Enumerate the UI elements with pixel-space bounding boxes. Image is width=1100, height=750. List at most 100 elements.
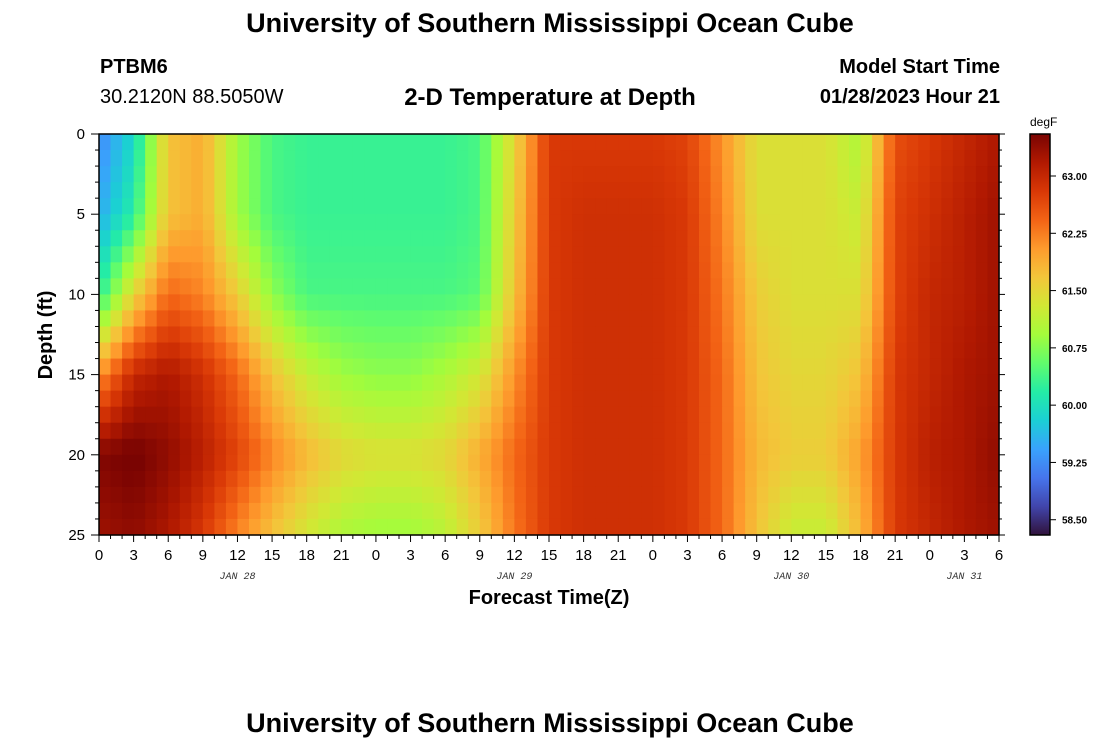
heatmap-cell bbox=[675, 166, 689, 183]
heatmap-cell bbox=[225, 406, 239, 424]
heatmap-cell bbox=[895, 134, 908, 151]
heatmap-cell bbox=[699, 406, 712, 424]
heatmap-cell bbox=[595, 486, 608, 504]
heatmap-cell bbox=[895, 470, 908, 488]
heatmap-cell bbox=[410, 182, 423, 199]
heatmap-cell bbox=[237, 422, 250, 440]
heatmap-cell bbox=[514, 246, 527, 263]
heatmap-cell bbox=[549, 438, 562, 456]
heatmap-cell bbox=[283, 422, 296, 440]
heatmap-cell bbox=[952, 182, 965, 199]
heatmap-cell bbox=[525, 422, 539, 440]
heatmap-cell bbox=[202, 486, 215, 504]
heatmap-cell bbox=[641, 182, 654, 199]
heatmap-cell bbox=[179, 486, 192, 504]
heatmap-cell bbox=[849, 486, 862, 504]
heatmap-cell bbox=[502, 134, 515, 151]
heatmap-cell bbox=[445, 310, 458, 328]
heatmap-cell bbox=[745, 502, 758, 520]
heatmap-cell bbox=[906, 342, 919, 360]
heatmap-cell bbox=[756, 358, 769, 376]
heatmap-cell bbox=[814, 230, 827, 247]
heatmap-cell bbox=[202, 198, 215, 215]
heatmap-cell bbox=[145, 486, 158, 504]
heatmap-cell bbox=[133, 262, 146, 279]
heatmap-cell bbox=[502, 150, 515, 167]
heatmap-cell bbox=[664, 518, 677, 536]
heatmap-cell bbox=[156, 518, 169, 536]
heatmap-cell bbox=[375, 326, 389, 344]
heatmap-cell bbox=[537, 310, 550, 328]
heatmap-cell bbox=[929, 214, 942, 231]
heatmap-cell bbox=[122, 166, 135, 183]
heatmap-cell bbox=[641, 358, 654, 376]
heatmap-cell bbox=[779, 230, 792, 247]
heatmap-cell bbox=[722, 182, 735, 199]
heatmap-cell bbox=[768, 278, 781, 295]
heatmap-cell bbox=[606, 230, 619, 247]
heatmap-cell bbox=[399, 390, 412, 408]
heatmap-cell bbox=[456, 310, 469, 328]
heatmap-cell bbox=[802, 358, 815, 376]
heatmap-cell bbox=[791, 246, 804, 263]
heatmap-cell bbox=[179, 198, 192, 215]
heatmap-cell bbox=[860, 310, 873, 328]
heatmap-cell bbox=[445, 438, 458, 456]
heatmap-cell bbox=[583, 518, 596, 536]
heatmap-cell bbox=[502, 198, 515, 215]
heatmap-cell bbox=[306, 438, 319, 456]
heatmap-cell bbox=[364, 470, 377, 488]
heatmap-cell bbox=[168, 246, 181, 263]
heatmap-cell bbox=[341, 134, 354, 151]
heatmap-cell bbox=[202, 326, 215, 344]
heatmap-cell bbox=[399, 518, 412, 536]
heatmap-cell bbox=[479, 166, 492, 183]
heatmap-cell bbox=[952, 518, 965, 536]
heatmap-cell bbox=[364, 502, 377, 520]
heatmap-cell bbox=[249, 182, 262, 199]
heatmap-cell bbox=[341, 374, 354, 392]
heatmap-cell bbox=[872, 358, 885, 376]
heatmap-cell bbox=[375, 230, 389, 247]
heatmap-cell bbox=[156, 262, 169, 279]
heatmap-cell bbox=[641, 214, 654, 231]
heatmap-cell bbox=[825, 422, 839, 440]
heatmap-cell bbox=[814, 342, 827, 360]
heatmap-cell bbox=[133, 438, 146, 456]
heatmap-cell bbox=[318, 310, 331, 328]
heatmap-cell bbox=[733, 502, 746, 520]
heatmap-cell bbox=[445, 262, 458, 279]
heatmap-cell bbox=[375, 406, 389, 424]
heatmap-cell bbox=[468, 294, 481, 312]
heatmap-cell bbox=[941, 470, 954, 488]
heatmap-cell bbox=[133, 342, 146, 360]
heatmap-cell bbox=[952, 422, 965, 440]
heatmap-cell bbox=[433, 134, 446, 151]
heatmap-cell bbox=[156, 182, 169, 199]
heatmap-cell bbox=[641, 454, 654, 472]
heatmap-cell bbox=[906, 150, 919, 167]
heatmap-cell bbox=[502, 406, 515, 424]
heatmap-cell bbox=[99, 518, 112, 536]
heatmap-cell bbox=[549, 390, 562, 408]
heatmap-cell bbox=[399, 454, 412, 472]
heatmap-cell bbox=[572, 454, 585, 472]
heatmap-cell bbox=[260, 406, 273, 424]
heatmap-cell bbox=[283, 214, 296, 231]
heatmap-cell bbox=[952, 230, 965, 247]
heatmap-cell bbox=[525, 342, 539, 360]
heatmap-cell bbox=[733, 470, 746, 488]
heatmap-cell bbox=[237, 486, 250, 504]
heatmap-cell bbox=[641, 470, 654, 488]
heatmap-cell bbox=[583, 246, 596, 263]
heatmap-cell bbox=[987, 182, 1000, 199]
heatmap-cell bbox=[606, 422, 619, 440]
heatmap-cell bbox=[572, 358, 585, 376]
heatmap-cell bbox=[491, 438, 504, 456]
model-start-time: 01/28/2023 Hour 21 bbox=[819, 86, 1000, 108]
x-tick-label: 3 bbox=[960, 547, 968, 564]
heatmap-cell bbox=[929, 310, 942, 328]
heatmap-cell bbox=[410, 326, 423, 344]
heatmap-cell bbox=[572, 326, 585, 344]
heatmap-cell bbox=[237, 502, 250, 520]
